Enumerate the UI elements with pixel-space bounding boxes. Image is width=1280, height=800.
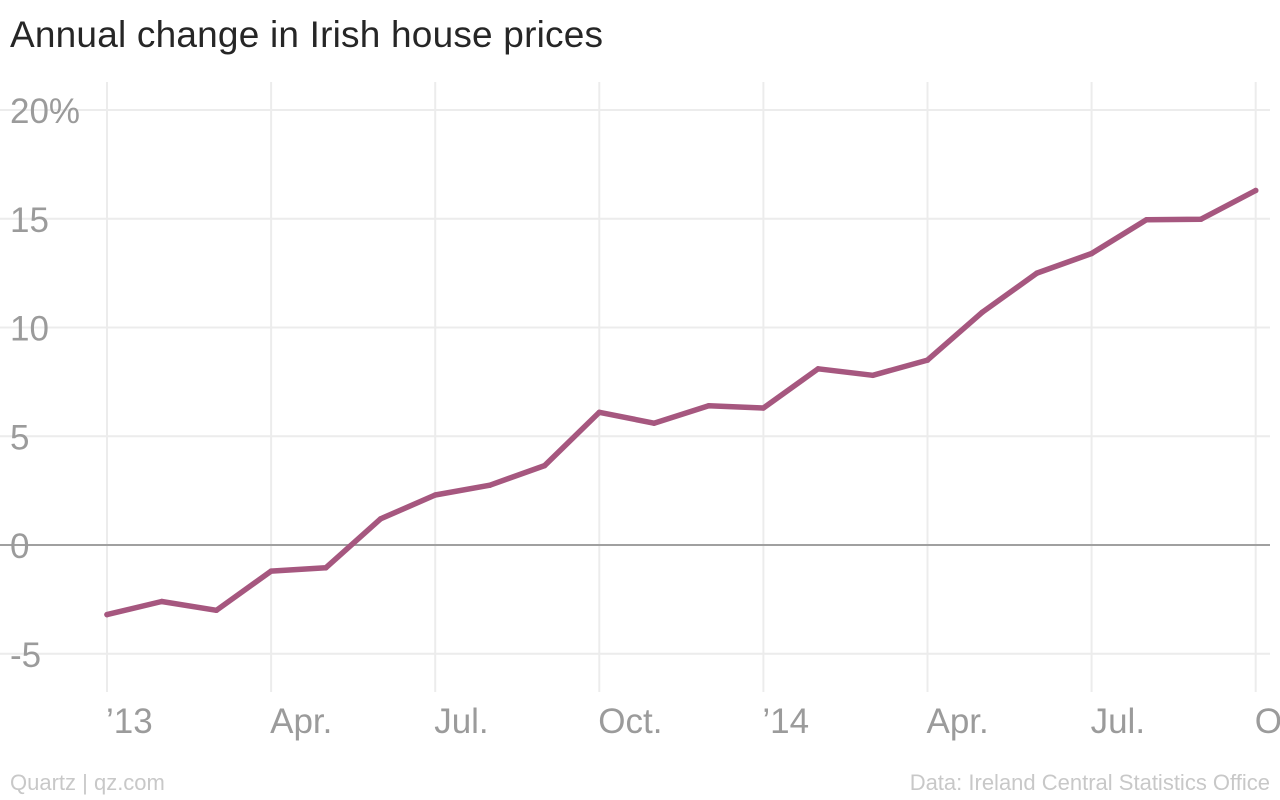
x-tick-label: Oct. (1255, 702, 1280, 741)
data-point (1252, 187, 1259, 194)
data-point (760, 405, 767, 411)
data-point (323, 565, 329, 571)
y-tick-label: 10 (10, 310, 49, 349)
data-point (432, 492, 438, 498)
data-point (705, 403, 712, 409)
data-point (1198, 216, 1204, 222)
grid-layer (0, 82, 1270, 692)
x-tick-label: ’13 (106, 702, 153, 741)
data-point (924, 357, 931, 363)
data-point (1034, 270, 1040, 276)
y-axis-labels: 20% 15 10 5 0 -5 (10, 92, 80, 675)
data-point (487, 482, 493, 488)
data-point (1143, 217, 1150, 223)
data-point (979, 309, 985, 316)
y-tick-label: -5 (10, 636, 41, 675)
y-tick-label: 5 (10, 418, 29, 457)
y-tick-label: 15 (10, 201, 49, 240)
data-point (815, 366, 821, 372)
x-tick-label: Apr. (270, 702, 332, 741)
data-point (541, 462, 548, 469)
chart-title: Annual change in Irish house prices (10, 14, 604, 55)
series-layer (104, 187, 1259, 618)
x-tick-label: ’14 (762, 702, 809, 741)
data-point (377, 516, 384, 522)
data-point (104, 611, 110, 618)
x-axis-labels: ’13 Apr. Jul. Oct. ’14 Apr. Jul. Oct. (106, 702, 1280, 741)
y-tick-label: 0 (10, 527, 29, 566)
series-line (104, 187, 1259, 618)
x-tick-label: Oct. (598, 702, 662, 741)
data-point (213, 607, 220, 613)
data-point (1088, 250, 1095, 257)
data-source: Data: Ireland Central Statistics Office (909, 770, 1270, 795)
data-point (268, 568, 274, 574)
y-tick-label: 20% (10, 92, 80, 131)
data-point (651, 420, 657, 426)
x-tick-label: Apr. (927, 702, 989, 741)
x-tick-label: Jul. (1091, 702, 1145, 741)
data-point (870, 372, 876, 379)
data-point (158, 598, 165, 605)
data-point (596, 409, 603, 416)
x-tick-label: Jul. (434, 702, 488, 741)
source-credit: Quartz | qz.com (10, 770, 165, 795)
